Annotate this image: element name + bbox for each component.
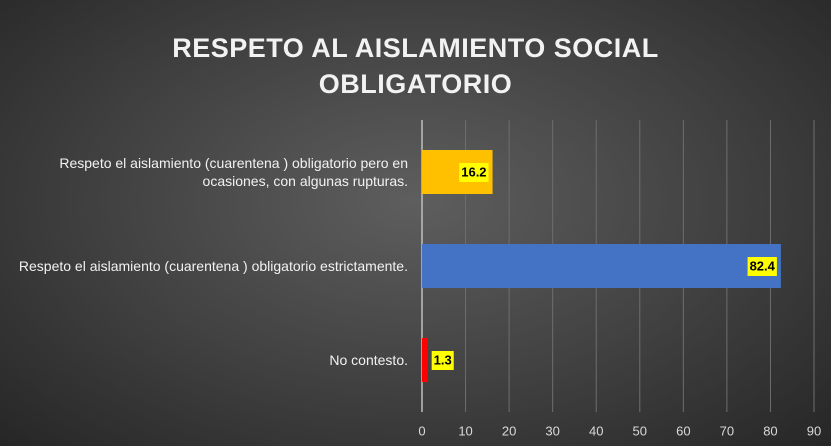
data-label: 1.3: [434, 352, 452, 367]
x-tick-label: 90: [807, 423, 821, 438]
x-tick-label: 20: [502, 423, 516, 438]
bar: [422, 338, 428, 382]
data-label: 82.4: [750, 258, 776, 273]
chart-title: RESPETO AL AISLAMIENTO SOCIAL OBLIGATORI…: [172, 33, 659, 99]
data-label-bg: [431, 351, 454, 370]
category-label: Respeto el aislamiento (cuarentena ) obl…: [18, 258, 408, 274]
data-label-bg: [459, 163, 489, 182]
bar: [422, 244, 781, 288]
x-tick-label: 0: [418, 423, 425, 438]
category-label: No contesto.: [329, 352, 408, 368]
x-tick-label: 60: [676, 423, 690, 438]
x-tick-label: 70: [720, 423, 734, 438]
x-tick-label: 10: [458, 423, 472, 438]
x-tick-label: 40: [589, 423, 603, 438]
x-tick-label: 80: [763, 423, 777, 438]
data-label-bg: [747, 257, 777, 276]
category-label: Respeto el aislamiento (cuarentena ) obl…: [59, 155, 408, 189]
x-tick-label: 30: [545, 423, 559, 438]
x-tick-label: 50: [633, 423, 647, 438]
data-label: 16.2: [461, 164, 486, 179]
